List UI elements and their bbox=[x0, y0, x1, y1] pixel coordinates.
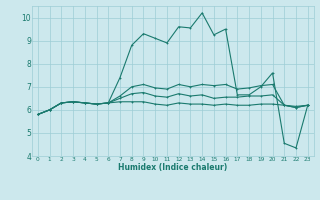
X-axis label: Humidex (Indice chaleur): Humidex (Indice chaleur) bbox=[118, 163, 228, 172]
